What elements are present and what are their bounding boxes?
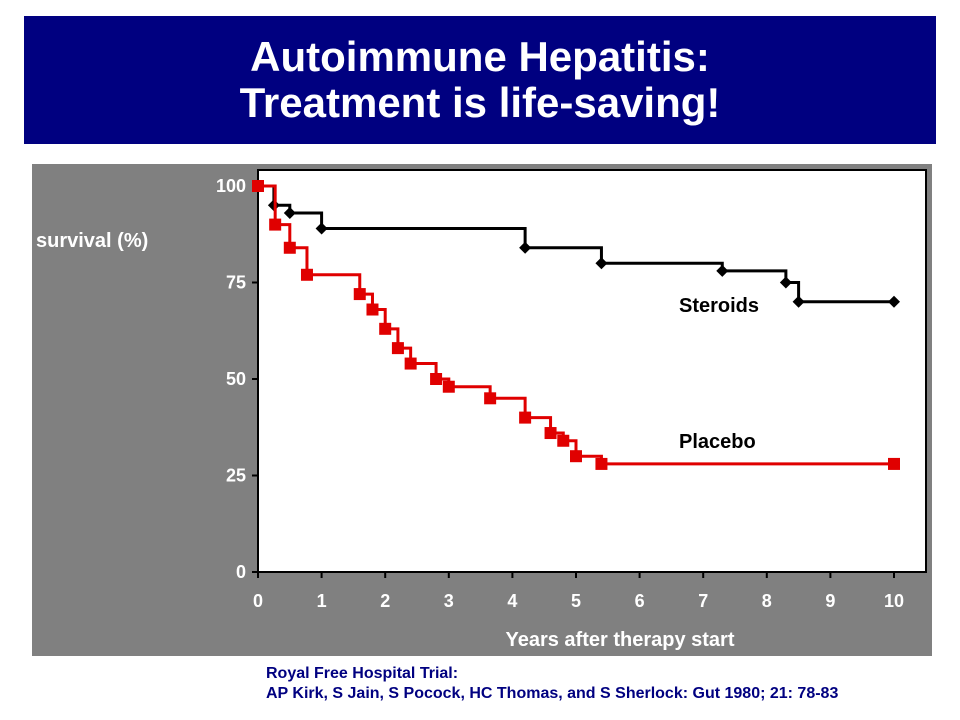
data-point-placebo — [366, 303, 379, 316]
data-point-steroids — [779, 276, 792, 289]
data-point-steroids — [888, 295, 900, 308]
x-axis-label: Years after therapy start — [505, 629, 734, 651]
data-point-steroids — [792, 295, 805, 308]
chart-panel: 0 25 50 75 100 0 1 2 3 4 5 6 7 8 9 10 Years after thera… — [32, 164, 932, 656]
citation-line-2: AP Kirk, S Jain, S Pocock, HC Thomas, an… — [266, 685, 839, 702]
citation: Royal Free Hospital Trial: AP Kirk, S Ja… — [266, 664, 838, 704]
data-point-placebo — [557, 434, 570, 447]
plot-frame — [257, 169, 927, 573]
data-point-placebo — [484, 392, 497, 405]
x-tick-label: 4 — [507, 591, 517, 611]
y-tick-label: 75 — [226, 273, 246, 293]
data-point-steroids — [315, 222, 328, 235]
series-placebo — [252, 180, 900, 470]
data-point-placebo — [391, 342, 404, 355]
data-point-steroids — [595, 257, 608, 270]
data-point-placebo — [404, 357, 417, 370]
data-point-placebo — [595, 457, 608, 470]
x-tick-label: 7 — [698, 591, 708, 611]
slide-title: Autoimmune Hepatitis: Treatment is life-… — [24, 16, 936, 144]
survival-chart: 0 25 50 75 100 0 1 2 3 4 5 6 7 8 9 10 Years after thera… — [36, 169, 927, 651]
data-point-steroids — [716, 264, 729, 277]
data-point-placebo — [283, 241, 296, 254]
title-line-1: Autoimmune Hepatitis: — [250, 33, 710, 80]
x-tick-label: 8 — [762, 591, 772, 611]
data-point-steroids — [283, 207, 296, 220]
data-point-placebo — [888, 457, 900, 470]
x-tick-label: 6 — [635, 591, 645, 611]
x-tick-label: 2 — [380, 591, 390, 611]
citation-line-1: Royal Free Hospital Trial: — [266, 665, 459, 682]
x-tick-label: 9 — [825, 591, 835, 611]
series-label-placebo: Placebo — [679, 431, 756, 453]
data-point-placebo — [544, 427, 557, 440]
x-tick-label: 0 — [253, 591, 263, 611]
y-tick-label: 0 — [236, 562, 246, 582]
title-line-2: Treatment is life-saving! — [239, 79, 721, 126]
data-point-placebo — [269, 218, 282, 231]
x-tick-label: 3 — [444, 591, 454, 611]
data-point-placebo — [379, 322, 392, 335]
plot-area — [258, 170, 926, 572]
data-point-placebo — [519, 411, 532, 424]
x-tick-label: 1 — [317, 591, 327, 611]
y-tick-label: 50 — [226, 369, 246, 389]
data-point-placebo — [252, 180, 264, 192]
data-point-steroids — [519, 241, 532, 254]
x-tick-label: 5 — [571, 591, 581, 611]
data-point-placebo — [442, 380, 455, 393]
series-label-steroids: Steroids — [679, 295, 759, 317]
x-tick-label: 10 — [884, 591, 904, 611]
data-point-placebo — [353, 288, 366, 301]
data-point-placebo — [570, 450, 582, 463]
data-point-placebo — [300, 268, 313, 281]
y-tick-label: 100 — [216, 176, 246, 196]
y-tick-label: 25 — [226, 466, 246, 486]
y-axis-label: survival (%) — [36, 230, 148, 252]
data-point-placebo — [430, 373, 443, 385]
